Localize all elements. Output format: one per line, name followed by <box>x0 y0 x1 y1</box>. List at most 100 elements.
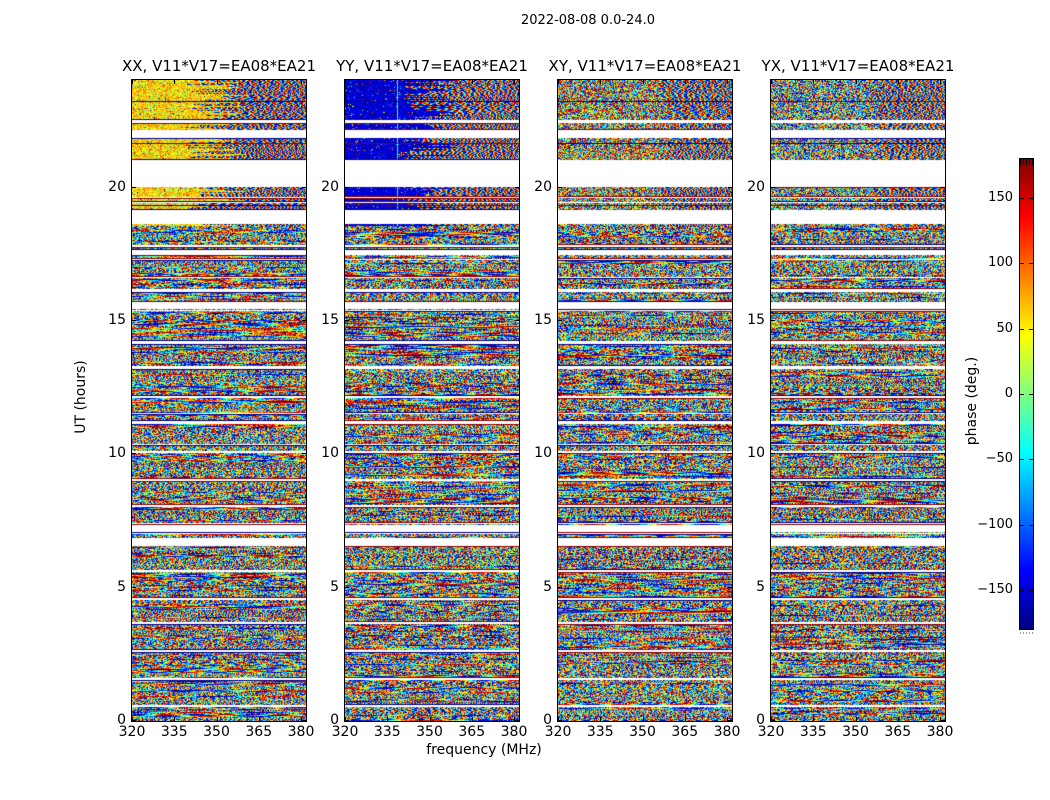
heatmap-panel-xx <box>131 79 307 722</box>
y-tick-mark <box>558 453 562 454</box>
x-tick-mark <box>685 80 686 84</box>
heatmap-panel-yx <box>770 79 946 722</box>
x-tick-label: 365 <box>458 724 486 740</box>
x-tick-label: 320 <box>757 724 785 740</box>
panel-title-yy: YY, V11*V17=EA08*EA21 <box>336 57 528 75</box>
x-tick-mark <box>600 717 601 721</box>
y-tick-mark <box>941 587 945 588</box>
colorbar-tick-mark <box>1020 459 1024 460</box>
colorbar-tick-mark <box>1029 394 1033 395</box>
y-tick-label: 15 <box>108 312 126 328</box>
colorbar-tick-mark <box>1020 394 1024 395</box>
y-tick-mark <box>558 320 562 321</box>
x-tick-label: 350 <box>629 724 656 740</box>
x-tick-mark <box>345 80 346 84</box>
colorbar-top-comb <box>1020 159 1033 165</box>
y-tick-label: 0 <box>330 712 339 728</box>
y-tick-mark <box>132 587 136 588</box>
x-tick-mark <box>940 717 941 721</box>
y-tick-label: 0 <box>543 712 552 728</box>
y-tick-mark <box>515 587 519 588</box>
y-tick-mark <box>302 720 306 721</box>
x-tick-mark <box>643 717 644 721</box>
y-tick-mark <box>302 453 306 454</box>
y-tick-mark <box>771 320 775 321</box>
colorbar-tick-label: 0 <box>1004 386 1013 401</box>
colorbar-tick-mark <box>1029 525 1033 526</box>
x-tick-mark <box>771 80 772 84</box>
y-tick-mark <box>345 720 349 721</box>
x-tick-mark <box>643 80 644 84</box>
y-tick-label: 15 <box>534 312 552 328</box>
x-tick-mark <box>259 717 260 721</box>
x-tick-mark <box>856 717 857 721</box>
y-tick-mark <box>728 720 732 721</box>
x-tick-mark <box>558 717 559 721</box>
x-tick-mark <box>174 717 175 721</box>
x-tick-mark <box>940 80 941 84</box>
x-tick-label: 320 <box>118 724 146 740</box>
x-tick-mark <box>685 717 686 721</box>
colorbar-tick-mark <box>1029 263 1033 264</box>
colorbar-tick-mark <box>1020 329 1024 330</box>
x-tick-mark <box>727 717 728 721</box>
colorbar-tick-label: −150 <box>977 582 1013 597</box>
heatmap-panel-xy <box>557 79 733 722</box>
y-tick-mark <box>771 453 775 454</box>
x-tick-label: 335 <box>160 724 188 740</box>
x-tick-mark <box>771 717 772 721</box>
x-tick-label: 365 <box>884 724 912 740</box>
y-tick-mark <box>558 187 562 188</box>
heatmap-canvas-yx <box>771 80 945 721</box>
y-tick-mark <box>558 587 562 588</box>
y-tick-label: 10 <box>108 445 126 461</box>
y-tick-mark <box>941 187 945 188</box>
colorbar-tick-mark <box>1029 329 1033 330</box>
y-tick-mark <box>302 187 306 188</box>
x-tick-mark <box>898 717 899 721</box>
colorbar-tick-mark <box>1020 198 1024 199</box>
x-tick-mark <box>430 80 431 84</box>
y-tick-label: 10 <box>321 445 339 461</box>
x-tick-label: 335 <box>586 724 614 740</box>
x-tick-label: 380 <box>713 724 741 740</box>
colorbar-tick-mark <box>1029 590 1033 591</box>
y-tick-mark <box>728 320 732 321</box>
y-tick-label: 0 <box>756 712 765 728</box>
y-tick-mark <box>515 720 519 721</box>
y-tick-label: 20 <box>108 179 126 195</box>
x-tick-mark <box>430 717 431 721</box>
x-tick-mark <box>514 717 515 721</box>
x-tick-label: 365 <box>245 724 273 740</box>
x-tick-label: 380 <box>926 724 954 740</box>
colorbar-bottom-comb <box>1020 632 1033 634</box>
y-tick-mark <box>771 187 775 188</box>
x-tick-mark <box>301 80 302 84</box>
colorbar-tick-mark <box>1020 525 1024 526</box>
x-tick-mark <box>856 80 857 84</box>
y-tick-label: 5 <box>330 579 339 595</box>
x-tick-mark <box>813 80 814 84</box>
colorbar-tick-label: 150 <box>988 190 1013 205</box>
colorbar <box>1019 158 1034 630</box>
x-tick-mark <box>472 717 473 721</box>
x-tick-label: 320 <box>544 724 572 740</box>
y-tick-label: 0 <box>117 712 126 728</box>
x-tick-label: 380 <box>287 724 315 740</box>
y-tick-mark <box>132 453 136 454</box>
x-tick-mark <box>301 717 302 721</box>
figure-title: 2022-08-08 0.0-24.0 <box>521 13 655 28</box>
x-tick-mark <box>217 717 218 721</box>
y-tick-label: 20 <box>747 179 765 195</box>
colorbar-tick-mark <box>1029 459 1033 460</box>
y-tick-label: 20 <box>534 179 552 195</box>
x-tick-mark <box>813 717 814 721</box>
heatmap-canvas-yy <box>345 80 519 721</box>
y-tick-mark <box>345 587 349 588</box>
y-tick-label: 5 <box>543 579 552 595</box>
x-tick-mark <box>132 717 133 721</box>
x-tick-mark <box>217 80 218 84</box>
y-tick-mark <box>728 187 732 188</box>
x-tick-mark <box>387 80 388 84</box>
colorbar-tick-label: 50 <box>996 321 1013 336</box>
